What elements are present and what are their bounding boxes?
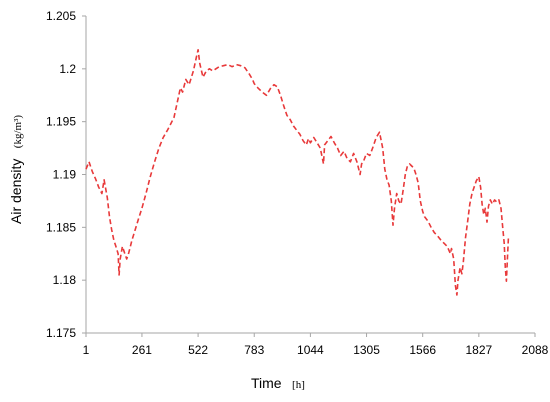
y-tick-group: 1.175 1.18 1.185 1.19 1.195 1.2 1.205 [46, 9, 86, 340]
y-tick-label: 1.175 [46, 326, 76, 340]
x-tick-label: 261 [132, 343, 152, 357]
x-tick-label: 522 [188, 343, 208, 357]
x-tick-label: 783 [244, 343, 264, 357]
x-tick-label: 2088 [522, 343, 549, 357]
y-tick-label: 1.18 [53, 273, 77, 287]
y-axis-label: Air density [8, 159, 24, 224]
y-axis-unit: (kg/m³) [12, 115, 24, 149]
series-layer [85, 49, 510, 296]
air-density-series-line [85, 49, 510, 296]
x-tick-label: 1827 [465, 343, 492, 357]
x-axis-label: Time [251, 375, 282, 391]
y-axis-title: Air density (kg/m³) [8, 115, 25, 224]
x-tick-label: 1305 [353, 343, 380, 357]
x-tick-label: 1566 [409, 343, 436, 357]
x-axis-title: Time [h] [251, 375, 305, 392]
x-tick-label: 1044 [297, 343, 324, 357]
x-tick-group: 1 261 522 783 1044 1305 1566 1827 2088 [83, 333, 549, 357]
x-tick-label: 1 [83, 343, 90, 357]
x-axis-unit: [h] [292, 379, 305, 391]
y-tick-label: 1.195 [46, 115, 76, 129]
y-tick-label: 1.19 [53, 168, 77, 182]
y-tick-label: 1.185 [46, 220, 76, 234]
y-tick-label: 1.205 [46, 9, 76, 23]
y-tick-label: 1.2 [59, 62, 76, 76]
